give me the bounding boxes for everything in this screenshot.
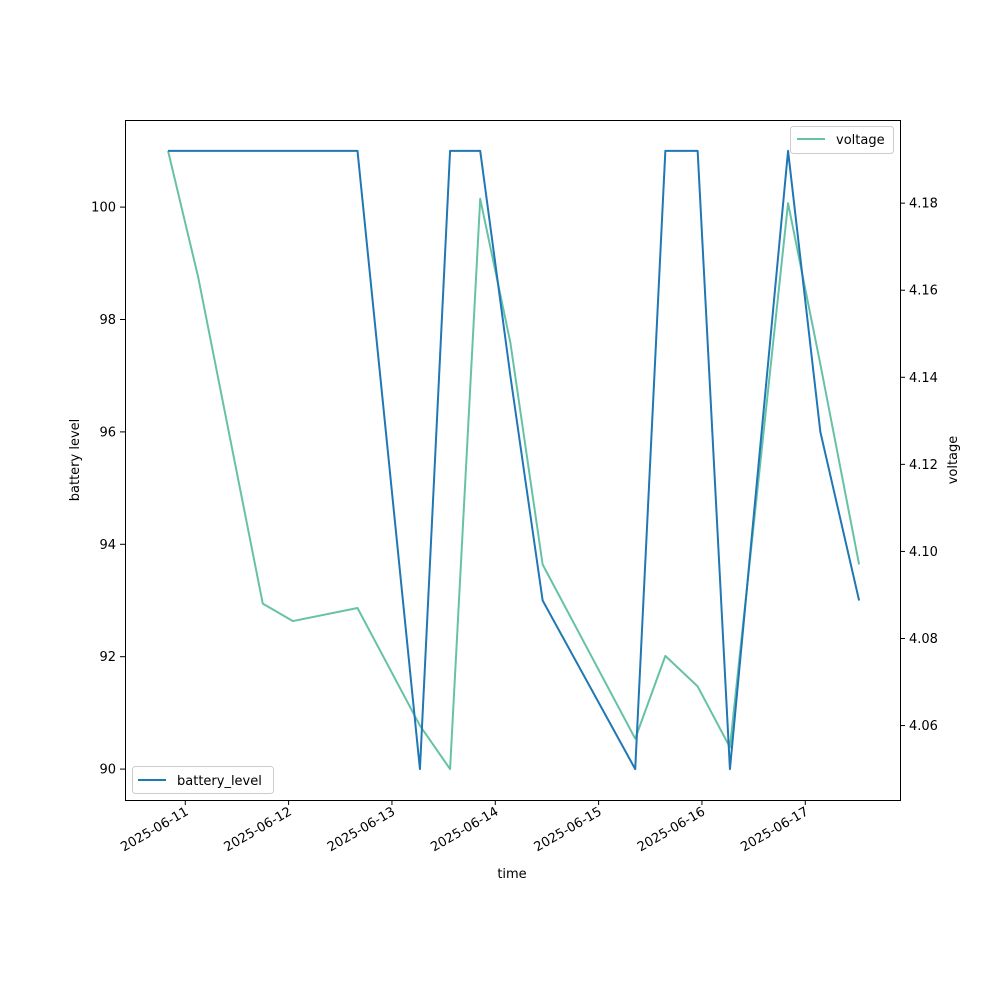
y-right-tick-label: 4.18 [909,197,938,212]
y-right-tick-label: 4.12 [909,458,938,473]
x-tick-label: 2025-06-12 [222,804,295,855]
x-tick-label: 2025-06-17 [738,804,811,855]
y-axis-left: 90 92 94 96 98 100 [91,201,125,778]
y-left-tick-label: 100 [91,201,116,216]
series-line-voltage [167,150,861,771]
legend-voltage-label: voltage [836,133,885,148]
y-left-tick-label: 94 [99,538,116,553]
x-tick-label: 2025-06-16 [635,804,708,855]
y-right-tick-label: 4.08 [909,632,938,647]
x-tick-label: 2025-06-15 [532,804,605,855]
x-tick-label: 2025-06-14 [428,804,501,855]
y-right-tick-label: 4.06 [909,719,938,734]
x-tick-label: 2025-06-11 [118,804,191,855]
y-left-tick-label: 92 [99,650,116,665]
y-axis-left-title: battery level [68,419,83,502]
plot-lines [167,149,861,771]
y-left-tick-label: 96 [99,425,116,440]
legend-voltage: voltage [790,126,894,154]
y-right-tick-label: 4.10 [909,545,938,560]
series-line-battery-level [168,149,861,771]
x-tick-label: 2025-06-13 [325,804,398,855]
y-axis-right: 4.06 4.08 4.10 4.12 4.14 4.16 4.18 [900,197,938,734]
x-axis: 2025-06-11 2025-06-12 2025-06-13 2025-06-14… [118,800,811,855]
legend-battery-level: battery_level [132,766,274,794]
plot-frame [125,120,901,801]
y-axis-right-title: voltage [946,436,961,485]
x-axis-title: time [497,867,526,882]
y-left-tick-label: 98 [99,313,116,328]
legend-battery-level-frame [132,766,274,794]
legend-battery-level-label: battery_level [177,774,262,789]
y-left-tick-label: 90 [99,763,116,778]
y-right-tick-label: 4.16 [909,284,938,299]
y-right-tick-label: 4.14 [909,371,938,386]
legend-voltage-frame [790,126,894,154]
